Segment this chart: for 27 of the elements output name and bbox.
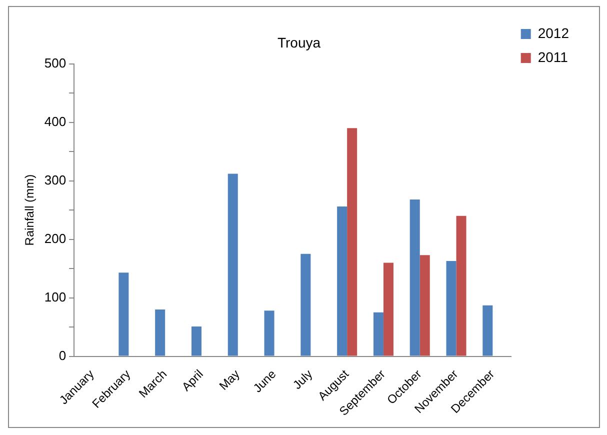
bar xyxy=(446,260,456,356)
bar xyxy=(373,312,384,356)
bar xyxy=(383,262,394,356)
bar xyxy=(264,310,274,356)
y-tick-label: 500 xyxy=(44,55,66,70)
y-tick-label: 400 xyxy=(44,114,66,129)
y-tick-label: 200 xyxy=(44,230,66,246)
y-tick-label: 100 xyxy=(44,289,66,304)
bar xyxy=(347,128,358,356)
x-tick-label: July xyxy=(290,366,316,392)
bar xyxy=(337,206,348,356)
chart-title: Trouya xyxy=(277,34,321,50)
y-tick-label: 300 xyxy=(44,172,66,188)
y-axis-title: Rainfall (mm) xyxy=(22,174,37,246)
legend-label: 2012 xyxy=(538,24,570,41)
bar xyxy=(456,216,466,356)
bar xyxy=(191,326,202,356)
bar xyxy=(228,174,238,356)
bar xyxy=(118,272,129,356)
bar xyxy=(300,254,311,356)
y-tick-label: 0 xyxy=(58,348,66,363)
legend-label: 2011 xyxy=(538,48,568,65)
x-tick-label: May xyxy=(216,366,242,393)
bar xyxy=(420,255,430,356)
bar xyxy=(155,310,166,356)
bar xyxy=(410,200,420,356)
bar xyxy=(482,305,493,356)
